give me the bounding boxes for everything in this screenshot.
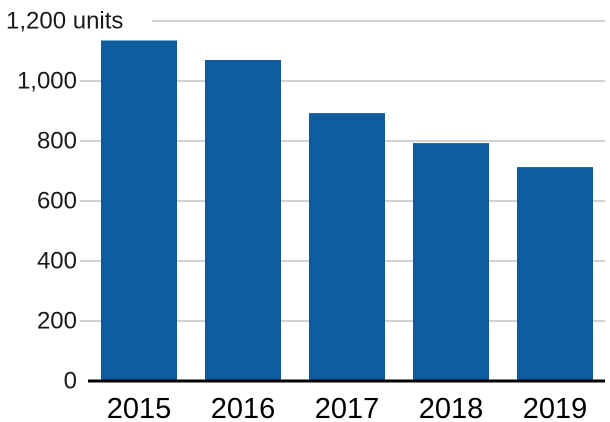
y-tick-label-400: 400	[37, 248, 77, 275]
y-tick-label-1200: 1,200 units	[6, 8, 123, 35]
y-tick-label-0: 0	[64, 368, 77, 395]
bar-2016	[205, 60, 281, 381]
x-tick-label-2019: 2019	[523, 393, 588, 422]
y-axis-tick-labels: 0 200 400 600 800 1,000 1,200 units	[6, 8, 123, 395]
x-tick-label-2015: 2015	[107, 393, 172, 422]
bar-2019	[517, 167, 593, 381]
y-tick-label-600: 600	[37, 188, 77, 215]
bar-2015	[101, 40, 177, 381]
bar-2018	[413, 143, 489, 381]
bars	[101, 40, 593, 381]
y-tick-label-1000: 1,000	[17, 68, 77, 95]
bar-2017	[309, 113, 385, 381]
y-tick-label-200: 200	[37, 308, 77, 335]
x-tick-label-2017: 2017	[315, 393, 380, 422]
x-tick-label-2018: 2018	[419, 393, 484, 422]
x-axis-tick-labels: 2015 2016 2017 2018 2019	[107, 393, 588, 422]
x-tick-label-2016: 2016	[211, 393, 276, 422]
y-tick-label-800: 800	[37, 128, 77, 155]
